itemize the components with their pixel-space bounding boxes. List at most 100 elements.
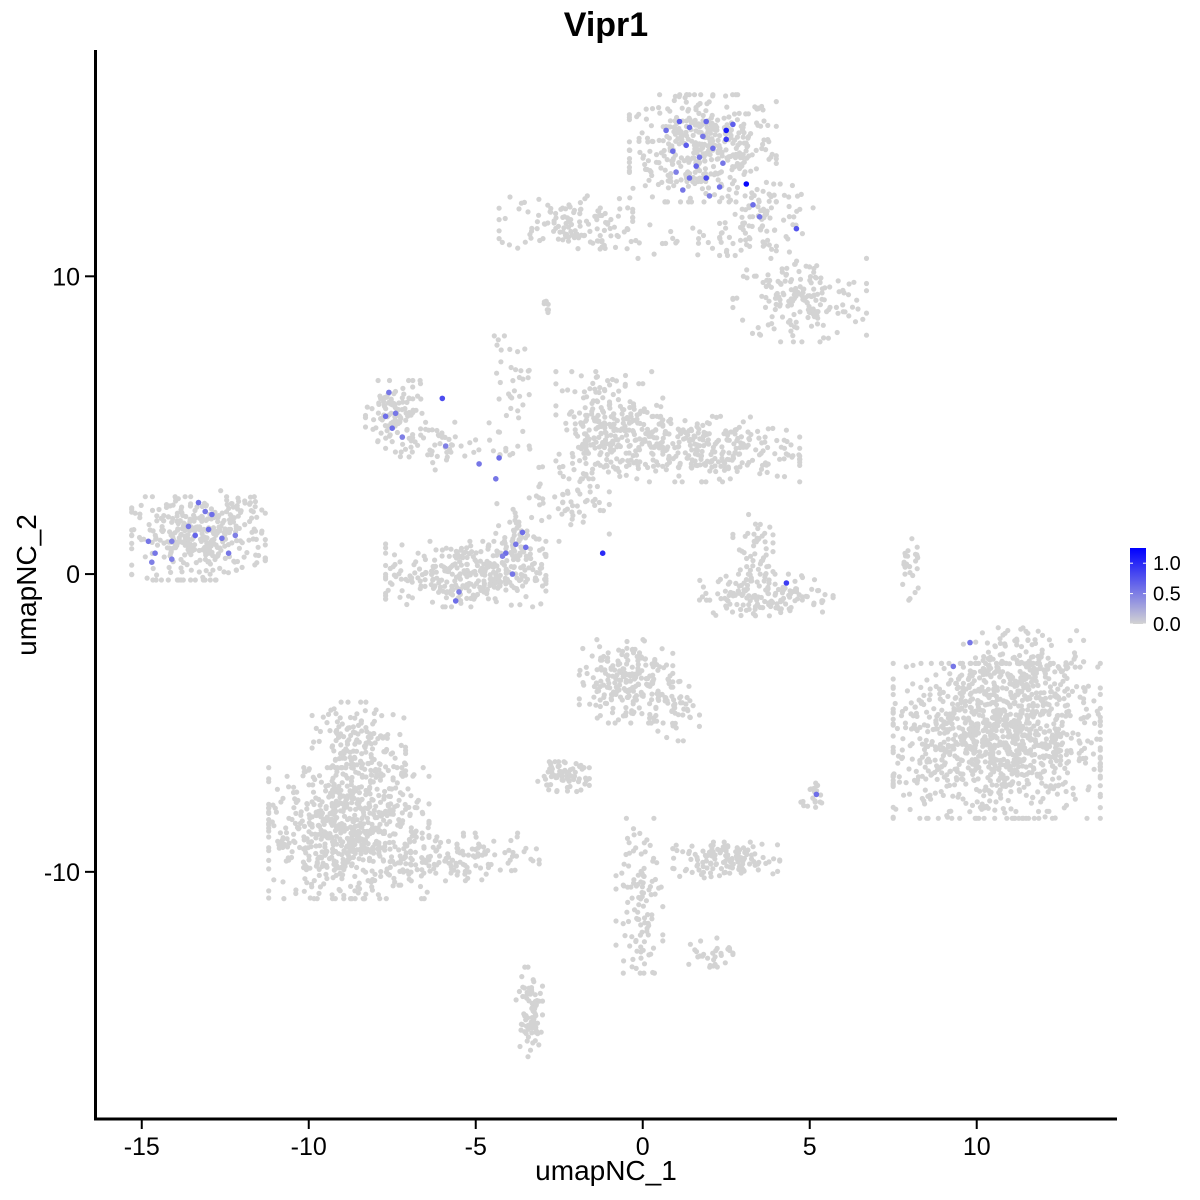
background-point bbox=[252, 504, 258, 510]
background-point bbox=[1082, 720, 1088, 726]
background-point bbox=[656, 105, 662, 111]
background-point bbox=[811, 292, 817, 298]
background-point bbox=[370, 845, 376, 852]
background-point bbox=[522, 535, 529, 541]
background-point bbox=[739, 214, 745, 220]
background-point bbox=[394, 419, 400, 425]
background-point bbox=[560, 463, 566, 470]
background-point bbox=[1053, 694, 1059, 700]
background-point bbox=[310, 782, 316, 788]
background-point bbox=[1019, 697, 1025, 704]
background-point bbox=[534, 570, 540, 576]
background-point bbox=[1065, 665, 1071, 671]
background-point bbox=[927, 792, 933, 798]
background-point bbox=[1003, 764, 1010, 770]
background-point bbox=[577, 478, 583, 485]
background-point bbox=[522, 567, 528, 573]
background-point bbox=[914, 552, 920, 558]
background-point bbox=[719, 195, 725, 201]
background-point bbox=[633, 448, 639, 454]
background-point bbox=[420, 765, 426, 771]
background-point bbox=[212, 556, 218, 563]
background-point bbox=[503, 581, 509, 587]
background-point bbox=[963, 781, 969, 787]
background-point bbox=[803, 263, 809, 269]
background-point bbox=[668, 420, 674, 427]
background-point bbox=[1021, 784, 1027, 790]
background-point bbox=[694, 150, 700, 156]
background-point bbox=[741, 220, 748, 226]
background-point bbox=[786, 214, 793, 220]
background-point bbox=[630, 206, 636, 212]
background-point bbox=[559, 388, 565, 394]
background-point bbox=[516, 537, 522, 543]
background-point bbox=[685, 169, 691, 175]
background-point bbox=[655, 728, 661, 734]
background-point bbox=[359, 815, 365, 822]
background-point bbox=[944, 720, 950, 727]
background-point bbox=[548, 782, 554, 788]
background-point bbox=[1001, 740, 1007, 746]
background-point bbox=[631, 684, 637, 690]
background-point bbox=[313, 850, 319, 857]
background-point bbox=[1023, 628, 1029, 634]
background-point bbox=[1051, 753, 1057, 759]
background-point bbox=[565, 490, 571, 496]
background-point bbox=[609, 710, 616, 716]
background-point bbox=[816, 587, 822, 594]
background-point bbox=[631, 460, 637, 466]
background-point bbox=[266, 888, 272, 894]
background-point bbox=[672, 445, 678, 451]
background-point bbox=[426, 863, 432, 869]
background-point bbox=[772, 581, 778, 587]
background-point bbox=[959, 738, 965, 744]
background-point bbox=[791, 292, 797, 298]
background-point bbox=[695, 142, 701, 148]
background-point bbox=[629, 671, 635, 677]
background-point bbox=[474, 562, 480, 569]
background-point bbox=[704, 124, 710, 130]
background-point bbox=[927, 686, 933, 692]
background-point bbox=[779, 314, 786, 320]
background-point bbox=[737, 140, 743, 146]
background-point bbox=[774, 437, 780, 444]
background-point bbox=[358, 851, 364, 857]
background-point bbox=[789, 182, 796, 189]
background-point bbox=[626, 688, 632, 694]
background-point bbox=[628, 419, 635, 425]
background-point bbox=[659, 646, 665, 652]
background-point bbox=[807, 274, 814, 280]
background-point bbox=[569, 460, 576, 466]
background-point bbox=[770, 540, 776, 546]
background-point bbox=[432, 467, 438, 473]
background-point bbox=[926, 714, 933, 720]
background-point bbox=[381, 817, 387, 823]
background-point bbox=[496, 236, 502, 242]
background-point bbox=[990, 656, 996, 662]
background-point bbox=[597, 452, 603, 458]
background-point bbox=[663, 662, 670, 668]
background-point bbox=[818, 275, 824, 281]
background-point bbox=[660, 720, 666, 726]
background-point bbox=[778, 599, 784, 605]
background-point bbox=[466, 550, 472, 557]
background-point bbox=[746, 511, 752, 518]
background-point bbox=[323, 788, 329, 794]
background-point bbox=[304, 806, 310, 812]
background-point bbox=[333, 872, 339, 879]
background-point bbox=[774, 473, 780, 479]
background-point bbox=[343, 850, 350, 856]
background-point bbox=[749, 330, 756, 336]
background-point bbox=[329, 896, 336, 902]
background-point bbox=[196, 569, 202, 575]
background-point bbox=[389, 581, 395, 587]
background-point bbox=[896, 774, 902, 780]
background-point bbox=[397, 731, 403, 738]
background-point bbox=[373, 766, 379, 773]
background-point bbox=[663, 467, 669, 473]
background-point bbox=[218, 488, 224, 494]
background-point bbox=[278, 839, 284, 845]
background-point bbox=[580, 395, 587, 401]
background-point bbox=[659, 419, 665, 425]
